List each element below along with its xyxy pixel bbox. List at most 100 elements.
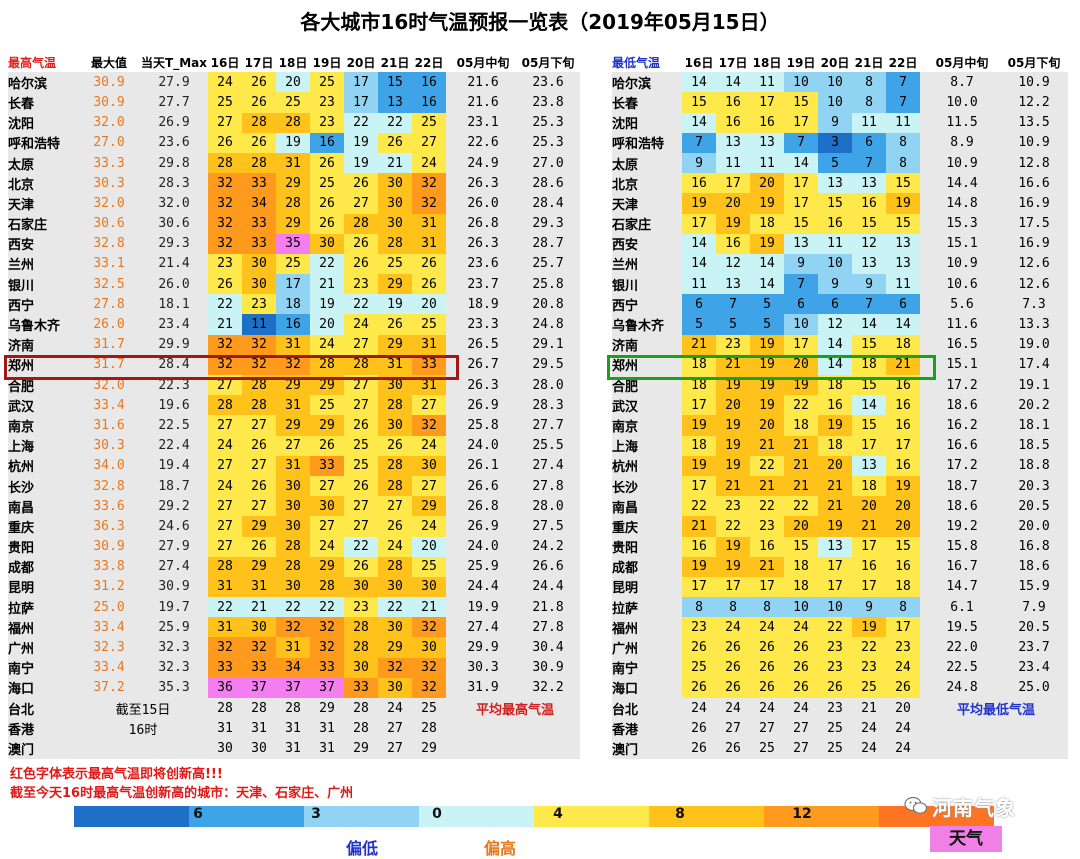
high-forecast-cell: 32 <box>412 677 446 698</box>
low-forecast-cell: 13 <box>784 233 818 254</box>
city-name: 澳门 <box>8 738 78 759</box>
low-forecast-cell: 12 <box>818 314 852 335</box>
low-forecast-cell: 11 <box>818 233 852 254</box>
table-row: 石家庄 30.6 30.6 32 33 29 26 28 30 31 26.8 29.3 <box>8 213 580 234</box>
high-forecast-cell: 27 <box>344 193 378 214</box>
low-forecast-cell: 26 <box>750 657 784 678</box>
city-name: 杭州 <box>612 455 682 476</box>
gap-cell <box>920 475 924 497</box>
high-forecast-cell: 22 <box>344 294 378 315</box>
low-forecast-cell: 27 <box>750 718 784 739</box>
low-forecast-cell: 23 <box>818 698 852 719</box>
city-name: 澳门 <box>612 738 682 759</box>
city-name: 长沙 <box>8 475 78 497</box>
city-name: 长春 <box>612 92 682 113</box>
high-forecast-cell: 27 <box>208 516 242 537</box>
low-forecast-cell: 21 <box>784 435 818 456</box>
low-forecast-cell: 25 <box>852 677 886 698</box>
low-forecast-cell: 18 <box>682 435 716 456</box>
high-forecast-cell: 27 <box>344 496 378 517</box>
low-forecast-cell: 14 <box>818 334 852 355</box>
high-forecast-cell: 30 <box>378 193 412 214</box>
low-forecast-cell: 20 <box>716 395 750 416</box>
table-row: 上海 18 19 21 21 18 17 17 16.6 18.5 <box>612 435 1068 456</box>
high-forecast-cell: 28 <box>242 112 276 133</box>
mid-may-avg-high: 18.9 <box>450 294 516 315</box>
low-forecast-cell: 20 <box>818 455 852 476</box>
legend-low-caption: 偏低 <box>346 839 379 858</box>
high-forecast-cell: 27 <box>310 475 344 497</box>
low-table-header: 最低气温 16日 17日 18日 19日 20日 21日 22日 05月中旬 05月下旬 <box>612 52 1068 73</box>
low-forecast-cell: 3 <box>818 132 852 153</box>
low-forecast-cell: 18 <box>784 556 818 577</box>
table-row: 重庆 21 22 23 20 19 21 20 19.2 20.0 <box>612 516 1068 537</box>
city-name: 济南 <box>8 334 78 355</box>
low-forecast-cell: 18 <box>750 213 784 234</box>
high-forecast-cell: 25 <box>378 253 412 275</box>
low-forecast-cell: 24 <box>716 698 750 719</box>
low-forecast-cell: 17 <box>784 112 818 133</box>
low-forecast-cell: 27 <box>784 718 818 739</box>
low-forecast-cell: 18 <box>886 576 920 598</box>
low-forecast-cell: 17 <box>750 92 784 113</box>
city-name: 武汉 <box>612 395 682 416</box>
high-forecast-cell: 22 <box>344 536 378 557</box>
city-name: 台北 <box>612 698 682 719</box>
gap-cell <box>920 92 924 113</box>
column-header: 17日 <box>242 52 276 73</box>
mid-may-avg-high: 26.0 <box>450 193 516 214</box>
low-forecast-cell: 19 <box>716 375 750 396</box>
column-header: 20日 <box>818 52 852 73</box>
low-forecast-cell: 9 <box>682 152 716 174</box>
low-forecast-cell: 20 <box>784 354 818 375</box>
high-forecast-cell: 24 <box>378 536 412 557</box>
low-forecast-cell: 26 <box>716 677 750 698</box>
high-forecast-cell: 32 <box>208 213 242 234</box>
mid-may-avg-high: 19.9 <box>450 597 516 618</box>
high-forecast-cell: 28 <box>378 475 412 497</box>
city-name: 福州 <box>8 617 78 638</box>
record-max: 30.3 <box>78 435 140 456</box>
legend-segment <box>419 806 534 827</box>
column-header: 05月下旬 <box>1000 52 1068 73</box>
today-max: 29.2 <box>140 496 208 517</box>
city-name: 哈尔滨 <box>8 72 78 93</box>
city-name: 合肥 <box>612 375 682 396</box>
mid-may-avg-high: 24.0 <box>450 435 516 456</box>
city-name: 乌鲁木齐 <box>8 314 78 335</box>
low-forecast-cell: 18 <box>818 375 852 396</box>
record-max: 37.2 <box>78 677 140 698</box>
low-forecast-cell: 21 <box>716 354 750 375</box>
high-forecast-cell: 33 <box>344 677 378 698</box>
late-may-avg-low: 16.9 <box>1000 233 1068 254</box>
high-forecast-cell: 16 <box>412 72 446 93</box>
watermark: 河南气象 <box>932 796 1016 820</box>
low-forecast-cell: 15 <box>682 92 716 113</box>
city-name: 贵阳 <box>8 536 78 557</box>
low-forecast-cell: 22 <box>750 455 784 476</box>
low-forecast-cell: 19 <box>750 233 784 254</box>
table-row: 澳门 30 30 31 31 29 27 29 <box>8 738 580 759</box>
high-forecast-cell: 27 <box>242 415 276 436</box>
high-forecast-cell: 28 <box>208 395 242 416</box>
city-name: 南宁 <box>8 657 78 678</box>
table-row: 拉萨 25.0 19.7 22 21 22 22 23 22 21 19.9 21.8 <box>8 597 580 618</box>
table-row: 福州 33.4 25.9 31 30 32 32 28 30 32 27.4 27.8 <box>8 617 580 638</box>
high-forecast-cell: 27 <box>208 375 242 396</box>
record-max: 32.0 <box>78 112 140 133</box>
table-row: 兰州 14 12 14 9 10 13 13 10.9 12.6 <box>612 253 1068 275</box>
notes: 红色字体表示最高气温即将创新高!!! 截至今天16时最高气温创新高的城市：天津、… <box>10 765 353 803</box>
low-forecast-cell: 7 <box>682 132 716 153</box>
table-row: 南京 19 19 20 18 19 15 16 16.2 18.1 <box>612 415 1068 436</box>
low-forecast-cell: 26 <box>716 657 750 678</box>
low-forecast-cell: 24 <box>852 738 886 759</box>
city-name: 贵阳 <box>612 536 682 557</box>
low-forecast-cell: 13 <box>886 233 920 254</box>
table-row: 昆明 17 17 17 18 17 17 18 14.7 15.9 <box>612 576 1068 598</box>
gap-cell <box>920 637 924 658</box>
low-forecast-cell: 22 <box>750 496 784 517</box>
low-forecast-cell: 16 <box>716 92 750 113</box>
city-name: 杭州 <box>8 455 78 476</box>
column-header: 最低气温 <box>612 52 682 73</box>
high-forecast-cell: 28 <box>276 112 310 133</box>
